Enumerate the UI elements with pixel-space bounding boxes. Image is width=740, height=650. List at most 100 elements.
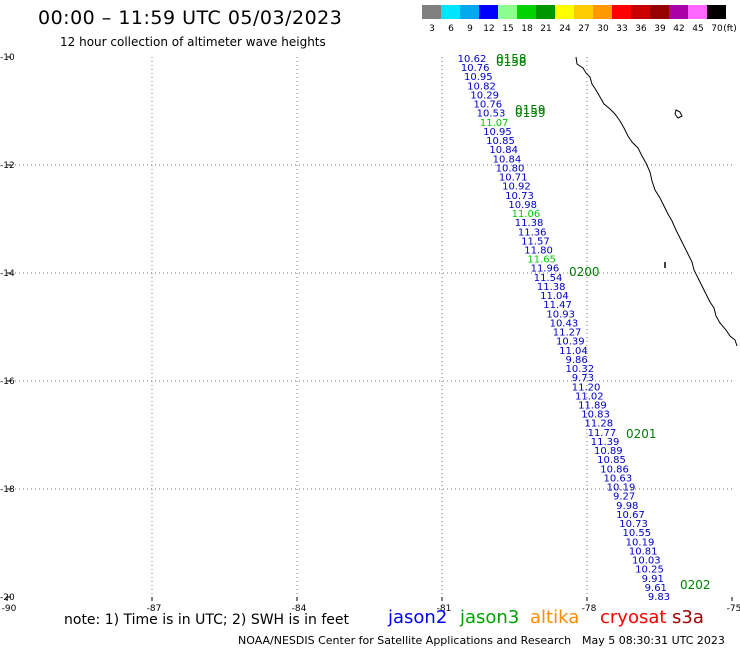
legend-label: 3 [429, 24, 435, 34]
track-value-label: 11.38 [515, 218, 544, 229]
track-value-label: 10.19 [626, 537, 655, 548]
lat-tick-label: -16 [0, 377, 15, 387]
page-title: 00:00 – 11:59 UTC 05/03/2023 [38, 7, 343, 29]
legend-swatch [631, 5, 650, 19]
track-value-label: 11.28 [584, 419, 613, 430]
track-value-label: 10.82 [467, 81, 496, 92]
legend-swatch [669, 5, 688, 19]
legend-swatch [707, 5, 726, 19]
track-value-label: 10.29 [470, 91, 499, 102]
track-value-label: 10.98 [508, 200, 537, 211]
track-value-label: 10.84 [489, 145, 518, 156]
track-time-label: 0202 [680, 578, 711, 592]
track-value-label: 10.67 [616, 510, 645, 521]
color-legend: 3 6 9 12 15 18 21 24 27 30 33 36 39 42 45 70 (ft) [422, 5, 737, 34]
track-value-label: 11.04 [559, 346, 588, 357]
track-time-label: 0158 [496, 52, 527, 66]
track-value-label: 10.19 [607, 483, 636, 494]
track-value-label: 10.84 [493, 154, 522, 165]
legend-label: 39 [654, 24, 666, 34]
satellite-label-jason3: jason3 [460, 607, 520, 628]
legend-label: 21 [540, 24, 551, 34]
lat-tick-label: -20 [0, 593, 15, 603]
track-value-label: 11.04 [540, 291, 569, 302]
legend-label: 18 [521, 24, 533, 34]
legend-label: 42 [673, 24, 684, 34]
track-value-label: 9.61 [645, 583, 667, 594]
legend-unit: (ft) [723, 24, 737, 34]
legend-swatch [498, 5, 517, 19]
legend-swatch [555, 5, 574, 19]
track-value-label: 11.65 [527, 255, 556, 266]
track-value-label: 10.73 [505, 191, 534, 202]
page-subtitle: 12 hour collection of altimeter wave hei… [60, 35, 326, 49]
wave-height-map: -90 -87 -84 -81 -78 -75 -10 -12 -14 -16 -18 -20 10.6… [0, 52, 740, 614]
lon-tick-label: -84 [292, 604, 307, 614]
track-value-label: 10.53 [477, 109, 506, 120]
track-value-label: 11.38 [537, 282, 566, 293]
track-value-label: 11.57 [521, 236, 550, 247]
legend-label: 36 [635, 24, 647, 34]
track-value-label: 11.96 [531, 264, 560, 275]
track-value-label: 10.55 [622, 528, 651, 539]
track-time-label: 0201 [626, 427, 657, 441]
legend-swatch [460, 5, 479, 19]
track-value-label: 10.32 [565, 364, 594, 375]
track-value-label: 9.83 [648, 592, 670, 603]
lat-tick-label: -12 [0, 161, 15, 171]
track-value-label: 9.27 [613, 492, 635, 503]
track-time-label: 0158 [496, 55, 527, 69]
track-value-label: 11.89 [578, 401, 607, 412]
legend-swatch [536, 5, 555, 19]
track-value-label: 11.07 [480, 118, 509, 129]
lon-tick-label: -78 [582, 604, 597, 614]
track-value-label: 10.85 [597, 455, 626, 466]
lon-tick-label: -90 [2, 604, 17, 614]
track-value-label: 10.86 [600, 464, 629, 475]
track-value-label: 10.92 [502, 182, 531, 193]
track-value-label: 10.89 [594, 446, 623, 457]
credit-timestamp: May 5 08:30:31 UTC 2023 [582, 634, 725, 647]
satellite-label-altika: altika [530, 607, 580, 628]
track-value-label: 11.54 [534, 273, 563, 284]
track-value-label: 10.95 [464, 72, 493, 83]
legend-label: 12 [483, 24, 494, 34]
legend-swatch [441, 5, 460, 19]
track-time-label: 0159 [515, 103, 546, 117]
track-value-label: 10.80 [496, 163, 525, 174]
legend-label: 24 [559, 24, 571, 34]
lat-tick-label: -14 [0, 269, 15, 279]
legend-swatch [688, 5, 707, 19]
legend-label: 27 [578, 24, 589, 34]
track-value-label: 10.83 [581, 410, 610, 421]
track-value-label: 10.63 [603, 474, 632, 485]
track-value-label: 9.73 [572, 373, 594, 384]
track-value-label: 10.73 [619, 519, 648, 530]
track-value-label: 11.02 [575, 391, 604, 402]
legend-label: 9 [467, 24, 473, 34]
track-time-label: 0159 [515, 106, 546, 120]
track-value-label: 10.03 [632, 556, 661, 567]
track-value-label: 10.95 [483, 127, 512, 138]
lon-tick-label: -87 [147, 604, 162, 614]
legend-label: 45 [692, 24, 703, 34]
legend-swatch [650, 5, 669, 19]
track-value-label: 9.98 [616, 501, 638, 512]
satellite-label-cryosat: cryosat [600, 607, 667, 628]
track-value-label: 10.62 [458, 54, 487, 65]
track-value-label: 11.27 [553, 328, 582, 339]
legend-swatch [593, 5, 612, 19]
track-value-label: 10.39 [556, 337, 585, 348]
track-time-label: 0200 [569, 265, 600, 279]
track-value-label: 11.77 [588, 428, 617, 439]
track-value-label: 11.39 [591, 437, 620, 448]
track-value-label: 9.91 [642, 574, 664, 585]
legend-label: 33 [616, 24, 627, 34]
satellite-label-s3a: s3a [672, 607, 704, 628]
track-value-label: 11.20 [572, 382, 601, 393]
legend-label: 70 [711, 24, 723, 34]
legend-swatch [479, 5, 498, 19]
legend-swatch [574, 5, 593, 19]
track-value-label: 10.43 [550, 318, 579, 329]
track-value-label: 10.81 [629, 546, 658, 557]
